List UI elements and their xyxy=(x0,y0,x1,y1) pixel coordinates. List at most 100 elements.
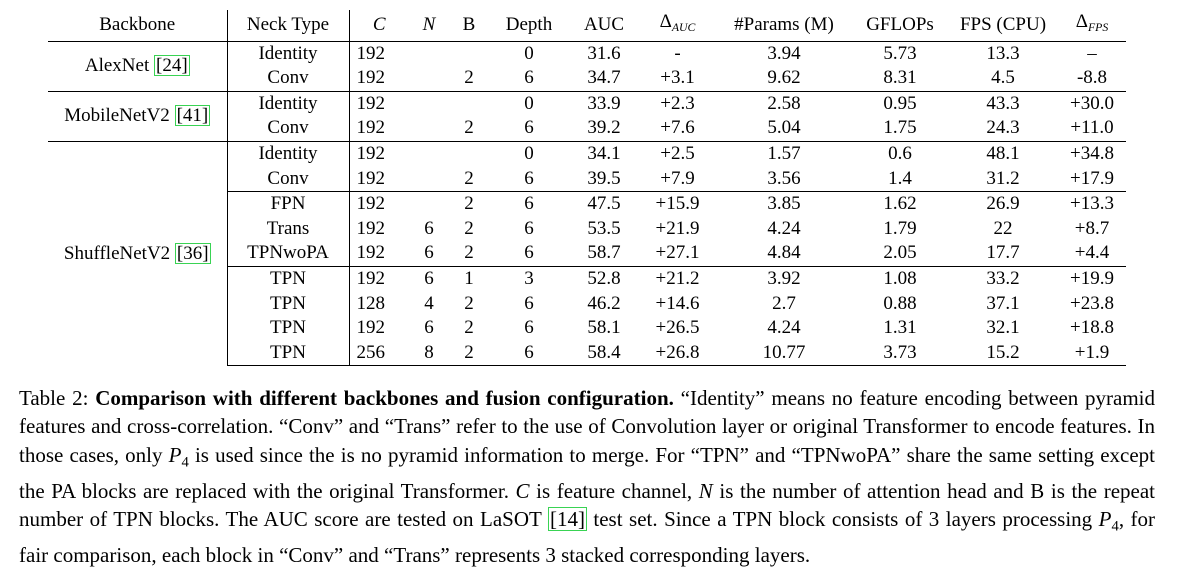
fps-cell: 24.3 xyxy=(986,117,1020,139)
params-cell: 4.24 xyxy=(767,317,801,339)
gflops-cell: 0.88 xyxy=(883,292,917,314)
table-row: TPNwoPA 192 6 2 6 58.7 +27.1 4.84 2.05 1… xyxy=(48,241,1126,267)
c-cell: 192 xyxy=(356,117,386,139)
depth-cell: 6 xyxy=(489,340,569,367)
p4-subscript: 4 xyxy=(181,454,189,471)
depth-cell: 6 xyxy=(524,217,534,239)
citation-link[interactable]: [14] xyxy=(547,507,587,532)
header-depth: Depth xyxy=(489,10,569,42)
auc-cell: 58.4 xyxy=(569,340,639,367)
gflops-cell: 1.08 xyxy=(852,266,948,292)
auc-cell: 58.7 xyxy=(587,242,621,264)
citation-number: 24 xyxy=(162,55,182,76)
table-row: AlexNet [24] Identity 192 0 31.6 - 3.94 … xyxy=(48,41,1126,92)
neck-cell: TPN xyxy=(227,316,350,341)
header-n: N xyxy=(409,10,449,42)
delta-auc-cell: +26.5 xyxy=(655,317,700,339)
table-body: AlexNet [24] Identity 192 0 31.6 - 3.94 … xyxy=(48,41,1126,367)
gflops-cell: 1.31 xyxy=(883,317,917,339)
fps-cell: 37.1 xyxy=(986,292,1020,314)
delta-auc-cell: +2.5 xyxy=(639,141,716,167)
caption-text-5: test set. Since a TPN block consists of … xyxy=(593,507,1093,532)
params-cell: 3.56 xyxy=(767,167,801,189)
table-row: Conv 192 2 6 39.5 +7.9 3.56 1.4 31.2 +17… xyxy=(48,166,1126,192)
backbone-cell: MobileNetV2 [41] xyxy=(48,90,228,142)
table-row: TPN 256 8 2 6 58.4 +26.8 10.77 3.73 15.2… xyxy=(48,340,1126,367)
delta-auc-cell: +27.1 xyxy=(655,242,700,264)
neck-cell: TPN xyxy=(227,266,350,292)
header-delta-auc: ΔAUC xyxy=(639,10,716,42)
citation-number: 36 xyxy=(183,242,203,264)
depth-cell: 0 xyxy=(489,141,569,167)
caption-text-3: is feature channel, xyxy=(536,478,693,503)
c-cell: 192 xyxy=(356,42,386,64)
params-cell: 2.58 xyxy=(716,90,852,117)
b-cell: 2 xyxy=(449,340,489,367)
citation-number: 41 xyxy=(182,105,202,127)
n-cell: 6 xyxy=(424,317,434,339)
b-cell: 2 xyxy=(464,292,474,314)
delta-auc-subscript: AUC xyxy=(671,21,696,35)
header-gflops: GFLOPs xyxy=(852,10,948,42)
c-cell: 192 xyxy=(356,217,386,239)
gflops-cell: 3.73 xyxy=(852,340,948,367)
gflops-cell: 1.75 xyxy=(883,117,917,139)
c-cell: 192 xyxy=(356,317,386,339)
table-row: Trans 192 6 2 6 53.5 +21.9 4.24 1.79 22 … xyxy=(48,216,1126,242)
params-cell: 3.85 xyxy=(716,191,852,217)
header-backbone: Backbone xyxy=(48,10,228,42)
header-fps: FPS (CPU) xyxy=(948,10,1058,42)
table-row: TPN 128 4 2 6 46.2 +14.6 2.7 0.88 37.1 +… xyxy=(48,291,1126,317)
neck-cell: Identity xyxy=(227,90,350,117)
c-cell: 128 xyxy=(356,292,386,314)
fps-cell: 4.5 xyxy=(991,67,1015,89)
neck-cell: FPN xyxy=(227,191,350,217)
table-row: Conv 192 2 6 39.2 +7.6 5.04 1.75 24.3 +1… xyxy=(48,116,1126,142)
depth-cell: 6 xyxy=(524,242,534,264)
depth-cell: 6 xyxy=(524,167,534,189)
fps-cell: 15.2 xyxy=(948,340,1058,367)
depth-cell: 3 xyxy=(489,266,569,292)
delta-fps-cell: +1.9 xyxy=(1058,340,1126,367)
n-cell: 6 xyxy=(424,242,434,264)
backbone-name: ShuffleNetV2 xyxy=(63,242,171,264)
p4-subscript: 4 xyxy=(1111,518,1119,535)
c-cell: 192 xyxy=(349,141,409,167)
params-cell: 2.7 xyxy=(772,292,796,314)
n-cell xyxy=(409,41,449,66)
gflops-cell: 0.6 xyxy=(852,141,948,167)
results-table: Backbone Neck Type C N B Depth AUC ΔAUC … xyxy=(48,10,1126,367)
b-cell xyxy=(449,41,489,66)
c-cell: 192 xyxy=(356,167,386,189)
backbone-cell: AlexNet [24] xyxy=(48,41,228,92)
neck-cell: Conv xyxy=(227,66,350,92)
b-cell: 2 xyxy=(464,67,474,89)
auc-cell: 58.1 xyxy=(587,317,621,339)
auc-cell: 53.5 xyxy=(587,217,621,239)
n-cell xyxy=(409,116,449,141)
citation-link[interactable]: [24] xyxy=(153,55,190,76)
caption-text-4: is the number of attention head and B is… xyxy=(19,478,1156,532)
c-cell: 192 xyxy=(356,242,386,264)
depth-cell: 6 xyxy=(524,67,534,89)
delta-auc-cell: +7.6 xyxy=(660,117,695,139)
delta-fps-cell: +13.3 xyxy=(1058,191,1126,217)
b-cell: 2 xyxy=(464,242,474,264)
gflops-cell: 1.4 xyxy=(888,167,912,189)
header-auc: AUC xyxy=(569,10,639,42)
params-cell: 10.77 xyxy=(716,340,852,367)
c-cell: 192 xyxy=(349,191,409,217)
b-cell xyxy=(449,141,489,167)
n-cell: 8 xyxy=(409,340,449,367)
citation-number: 14 xyxy=(556,507,578,532)
backbone-name: MobileNetV2 xyxy=(64,105,170,127)
citation-link[interactable]: [41] xyxy=(174,105,211,127)
depth-cell: 0 xyxy=(524,42,534,64)
fps-cell: 32.1 xyxy=(986,317,1020,339)
gflops-cell: 1.79 xyxy=(883,217,917,239)
delta-auc-cell: - xyxy=(674,42,681,64)
params-cell: 9.62 xyxy=(767,67,801,89)
auc-cell: 33.9 xyxy=(569,90,639,117)
citation-link[interactable]: [36] xyxy=(174,242,211,264)
caption-text-6: , for fair comparison, each block in “Co… xyxy=(19,507,1156,567)
